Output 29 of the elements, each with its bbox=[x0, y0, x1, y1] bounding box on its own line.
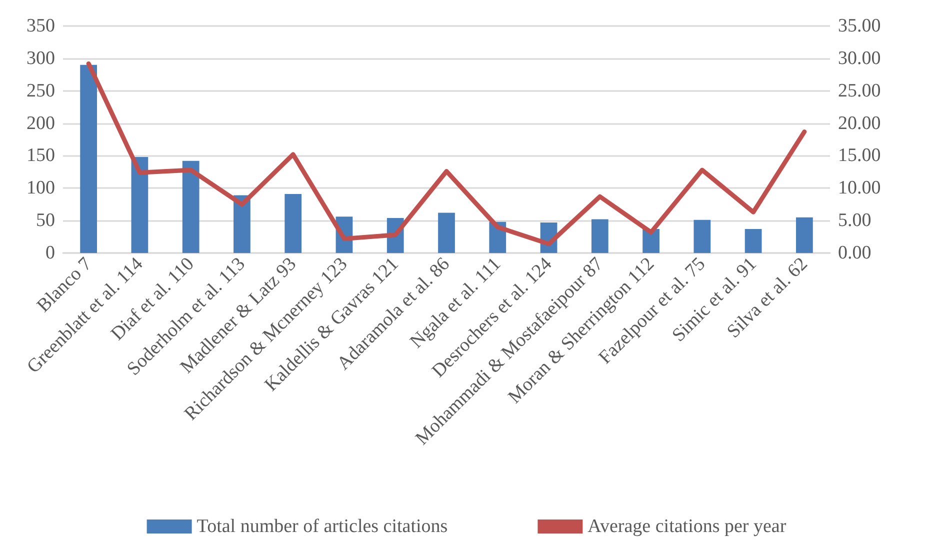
legend-label: Total number of articles citations bbox=[196, 516, 448, 537]
y2-tick-label: 30.00 bbox=[838, 48, 881, 69]
bar bbox=[591, 219, 608, 253]
bar bbox=[796, 217, 813, 253]
y-tick-label: 250 bbox=[26, 80, 55, 102]
bar bbox=[744, 229, 762, 253]
y-tick-label: 100 bbox=[26, 178, 55, 199]
y-tick-label: 50 bbox=[36, 210, 55, 232]
y2-tick-label: 5.00 bbox=[838, 210, 872, 232]
legend-label: Average citations per year bbox=[588, 516, 787, 537]
bar bbox=[234, 195, 250, 253]
y-tick-label: 350 bbox=[26, 16, 55, 36]
y-tick-label: 200 bbox=[26, 112, 55, 134]
bar bbox=[131, 157, 148, 253]
line-series bbox=[86, 61, 807, 246]
bar bbox=[182, 160, 200, 253]
y-tick-label: 300 bbox=[26, 48, 55, 69]
bar bbox=[694, 220, 711, 253]
y-tick-label: 150 bbox=[26, 145, 55, 166]
bar bbox=[438, 212, 455, 253]
y2-tick-label: 25.00 bbox=[838, 80, 881, 102]
y2-tick-label: 10.00 bbox=[838, 178, 881, 199]
bar bbox=[284, 194, 302, 253]
y2-tick-label: 15.00 bbox=[838, 145, 881, 166]
bar bbox=[80, 64, 98, 253]
y2-tick-label: 20.00 bbox=[838, 112, 881, 134]
y-tick-label: 0 bbox=[46, 242, 55, 264]
y2-tick-label: 35.00 bbox=[838, 16, 881, 36]
y2-tick-label: 0.00 bbox=[838, 242, 872, 264]
